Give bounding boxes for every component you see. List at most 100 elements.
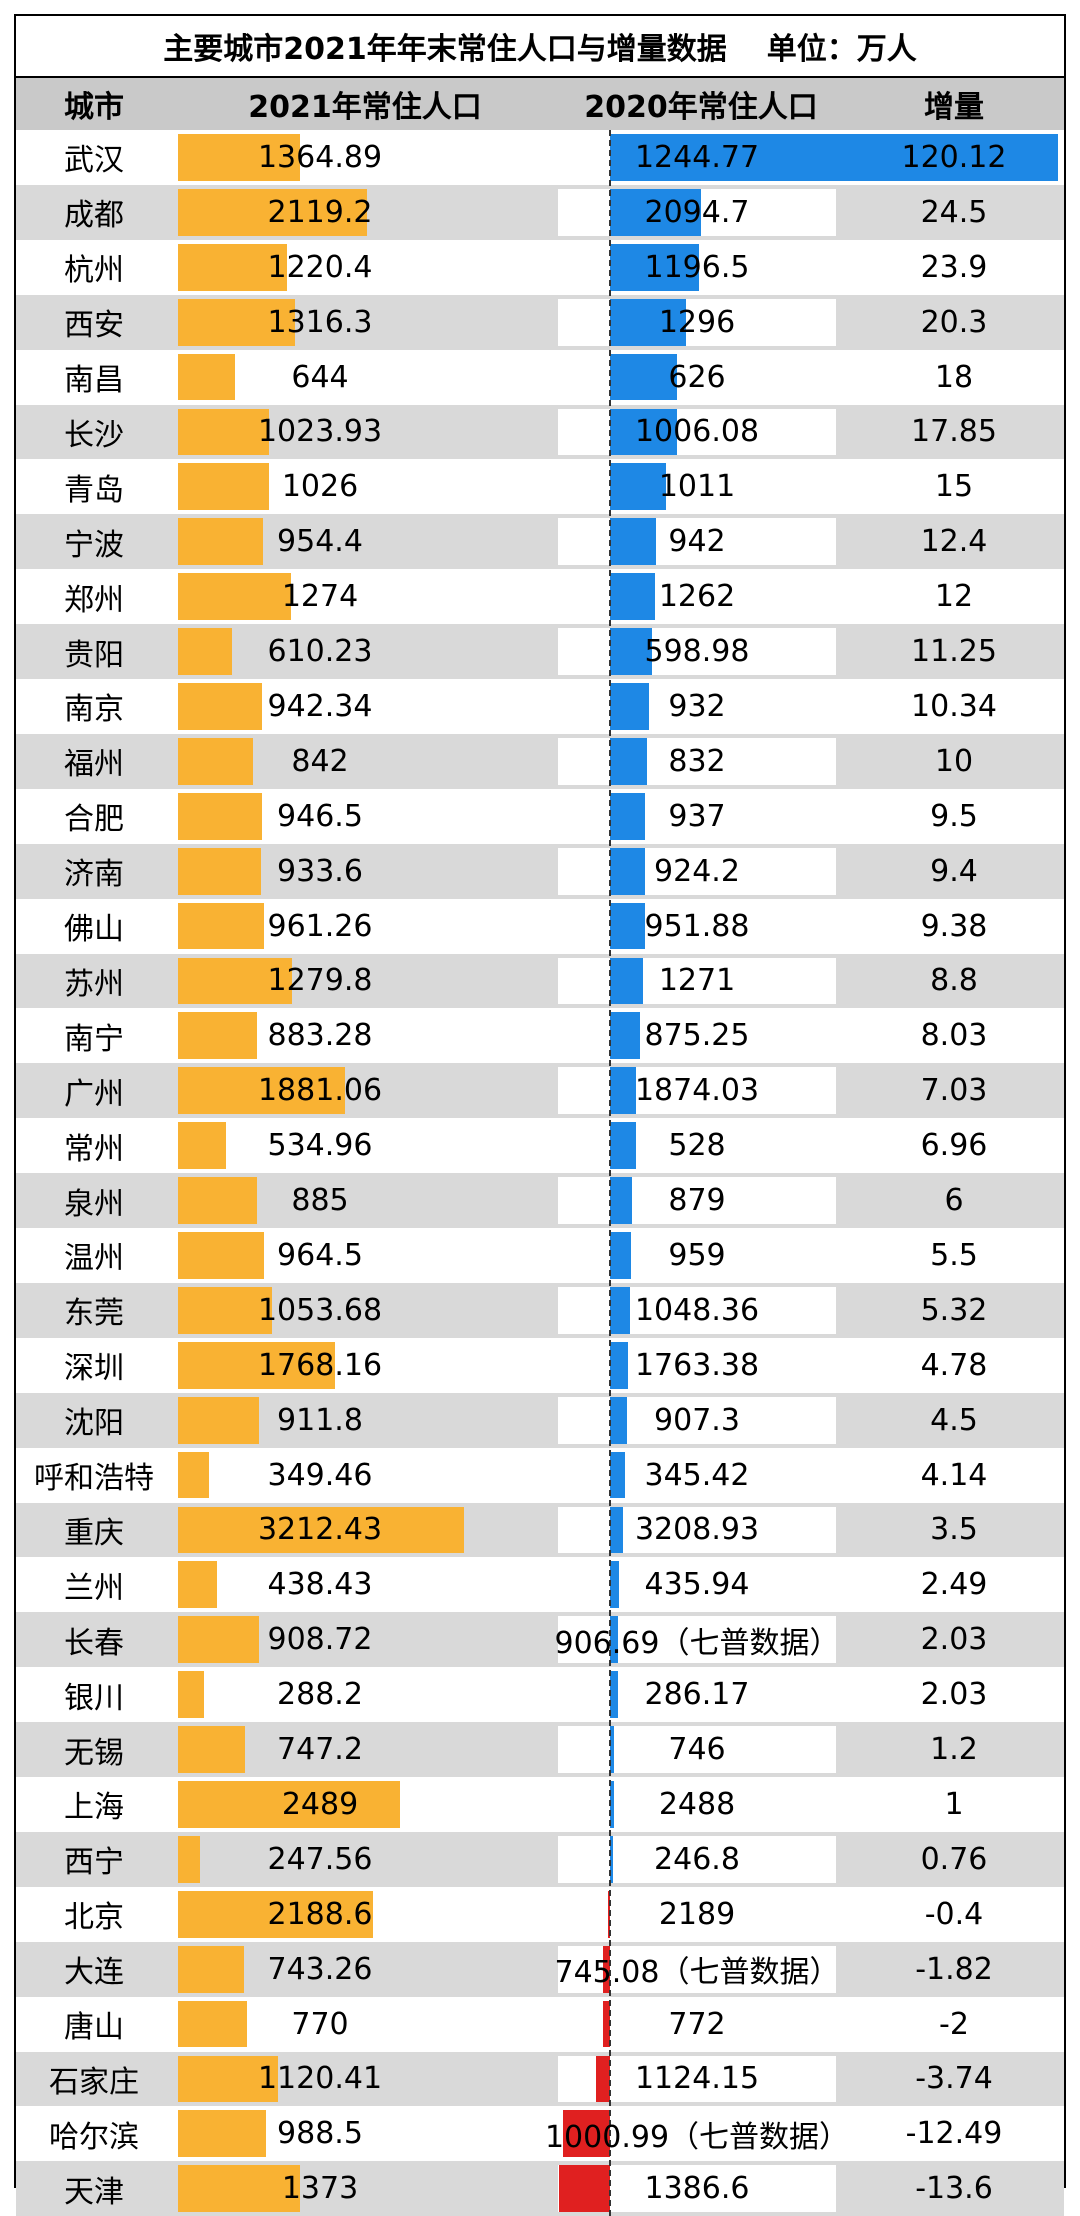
increase-value: -12.49 — [905, 2116, 1003, 2152]
pop2021-bar — [178, 1012, 257, 1060]
pop2021-bar — [178, 902, 264, 950]
increase-bar — [610, 628, 652, 675]
pop2020-cell: 937 — [558, 789, 844, 844]
pop2020-value: 951.88 — [644, 908, 750, 944]
increase-bar — [610, 1616, 618, 1664]
pop2020-box — [558, 1232, 836, 1279]
pop2020-box — [558, 1396, 836, 1444]
increase-bar — [602, 2000, 610, 2048]
increase-bar — [610, 1671, 618, 1719]
pop2020-cell: 2488 — [558, 1777, 844, 1832]
header-pop2021: 2021年常住人口 — [248, 90, 482, 125]
increase-cell: 5.32 — [610, 1283, 1064, 1338]
pop2020-cell: 2189 — [558, 1887, 844, 1942]
pop2021-cell: 842 — [172, 734, 558, 789]
pop2021-cell: 933.6 — [172, 844, 558, 899]
increase-bar — [610, 737, 648, 785]
table-row: 石家庄 1120.41 1124.15 -3.74 — [16, 2051, 1064, 2107]
pop2021-bar — [178, 1067, 346, 1115]
pop2021-cell: 942.34 — [172, 679, 558, 734]
table-row: 广州 1881.06 1874.03 7.03 — [16, 1063, 1064, 1119]
increase-value: 1 — [944, 1786, 964, 1822]
pop2021-value: 247.56 — [267, 1841, 373, 1877]
table-row: 深圳 1768.16 1763.38 4.78 — [16, 1338, 1064, 1393]
table-row: 银川 288.2 286.17 2.03 — [16, 1667, 1064, 1722]
increase-cell: 20.3 — [610, 295, 1064, 350]
table-row: 苏州 1279.8 1271 8.8 — [16, 953, 1064, 1009]
increase-value: 4.78 — [920, 1347, 988, 1383]
increase-cell: 8.8 — [610, 954, 1064, 1009]
pop2020-box — [558, 957, 836, 1005]
pop2021-value: 610.23 — [267, 634, 373, 670]
pop2021-cell: 1220.4 — [172, 240, 558, 295]
increase-bar — [610, 188, 702, 236]
city-cell: 合肥 — [64, 802, 124, 838]
header-pop2020: 2020年常住人口 — [584, 90, 818, 125]
pop2020-box — [558, 737, 836, 785]
pop2021-value: 933.6 — [277, 853, 363, 889]
pop2021-value: 1373 — [281, 2171, 359, 2207]
pop2020-box — [558, 1012, 836, 1060]
increase-cell: -1.82 — [603, 1942, 1064, 1997]
pop2021-cell: 908.72 — [172, 1612, 558, 1667]
pop2021-cell: 1026 — [172, 459, 558, 514]
pop2021-value: 911.8 — [277, 1402, 363, 1438]
pop2021-value: 288.2 — [277, 1677, 363, 1713]
increase-bar — [610, 1122, 636, 1170]
pop2020-box — [558, 1286, 836, 1334]
increase-value: 8.8 — [930, 963, 978, 999]
table-row: 上海 2489 2488 1 — [16, 1777, 1064, 1832]
increase-value: 6 — [944, 1183, 964, 1219]
increase-bar — [610, 408, 677, 456]
pop2020-cell: 942 — [558, 514, 844, 569]
pop2020-value: 3208.93 — [634, 1512, 760, 1548]
table-row: 合肥 946.5 937 9.5 — [16, 789, 1064, 844]
pop2020-cell: 1000.99（七普数据） — [545, 2106, 849, 2161]
city-cell: 武汉 — [64, 143, 124, 179]
pop2021-bar — [178, 2110, 266, 2158]
increase-bar — [610, 1067, 637, 1115]
table-row: 济南 933.6 924.2 9.4 — [16, 843, 1064, 899]
pop2021-cell: 1316.3 — [172, 295, 558, 350]
increase-cell: 9.4 — [610, 844, 1064, 899]
pop2021-cell: 534.96 — [172, 1118, 558, 1173]
city-cell: 杭州 — [64, 253, 124, 289]
title-text: 主要城市2021年年末常住人口与增量数据 — [163, 32, 727, 67]
pop2020-value: 1124.15 — [634, 2061, 760, 2097]
city-cell: 大连 — [64, 1955, 124, 1991]
table-row: 青岛 1026 1011 15 — [16, 459, 1064, 514]
pop2021-bar — [178, 1945, 245, 1993]
table-row: 福州 842 832 10 — [16, 733, 1064, 789]
pop2021-cell: 1053.68 — [172, 1283, 558, 1338]
increase-bar — [610, 353, 678, 401]
table-row: 西宁 247.56 246.8 0.76 — [16, 1831, 1064, 1887]
table-row: 大连 743.26 745.08（七普数据） -1.82 — [16, 1941, 1064, 1997]
pop2021-value: 3212.43 — [257, 1512, 383, 1548]
increase-bar — [610, 298, 686, 346]
city-cell: 宁波 — [64, 527, 124, 563]
table-row: 常州 534.96 528 6.96 — [16, 1118, 1064, 1173]
pop2020-box — [558, 628, 836, 675]
pop2020-cell: 875.25 — [558, 1008, 844, 1063]
pop2021-bar — [178, 792, 263, 840]
increase-cell: -2 — [602, 1997, 1064, 2052]
increase-value: 1.2 — [930, 1732, 978, 1768]
pop2021-bar — [178, 683, 262, 730]
table-header: 城市 2021年常住人口 2020年常住人口 增量 — [16, 78, 1064, 130]
increase-value: 7.03 — [920, 1073, 988, 1109]
pop2020-box — [558, 518, 836, 566]
pop2020-box — [558, 1451, 836, 1499]
table-row: 杭州 1220.4 1196.5 23.9 — [16, 240, 1064, 295]
increase-bar — [610, 463, 666, 511]
increase-value: 3.5 — [930, 1512, 978, 1548]
pop2020-value: 1386.6 — [644, 2171, 750, 2207]
pop2020-value: 528 — [668, 1128, 726, 1164]
increase-value: 20.3 — [920, 304, 988, 340]
pop2021-value: 1768.16 — [257, 1347, 383, 1383]
pop2021-bar — [178, 1616, 259, 1664]
pop2021-value: 885 — [291, 1183, 349, 1219]
city-cell: 长沙 — [64, 417, 124, 453]
pop2020-value: 598.98 — [644, 634, 750, 670]
increase-bar — [603, 1945, 610, 1993]
pop2021-value: 1220.4 — [267, 249, 373, 285]
